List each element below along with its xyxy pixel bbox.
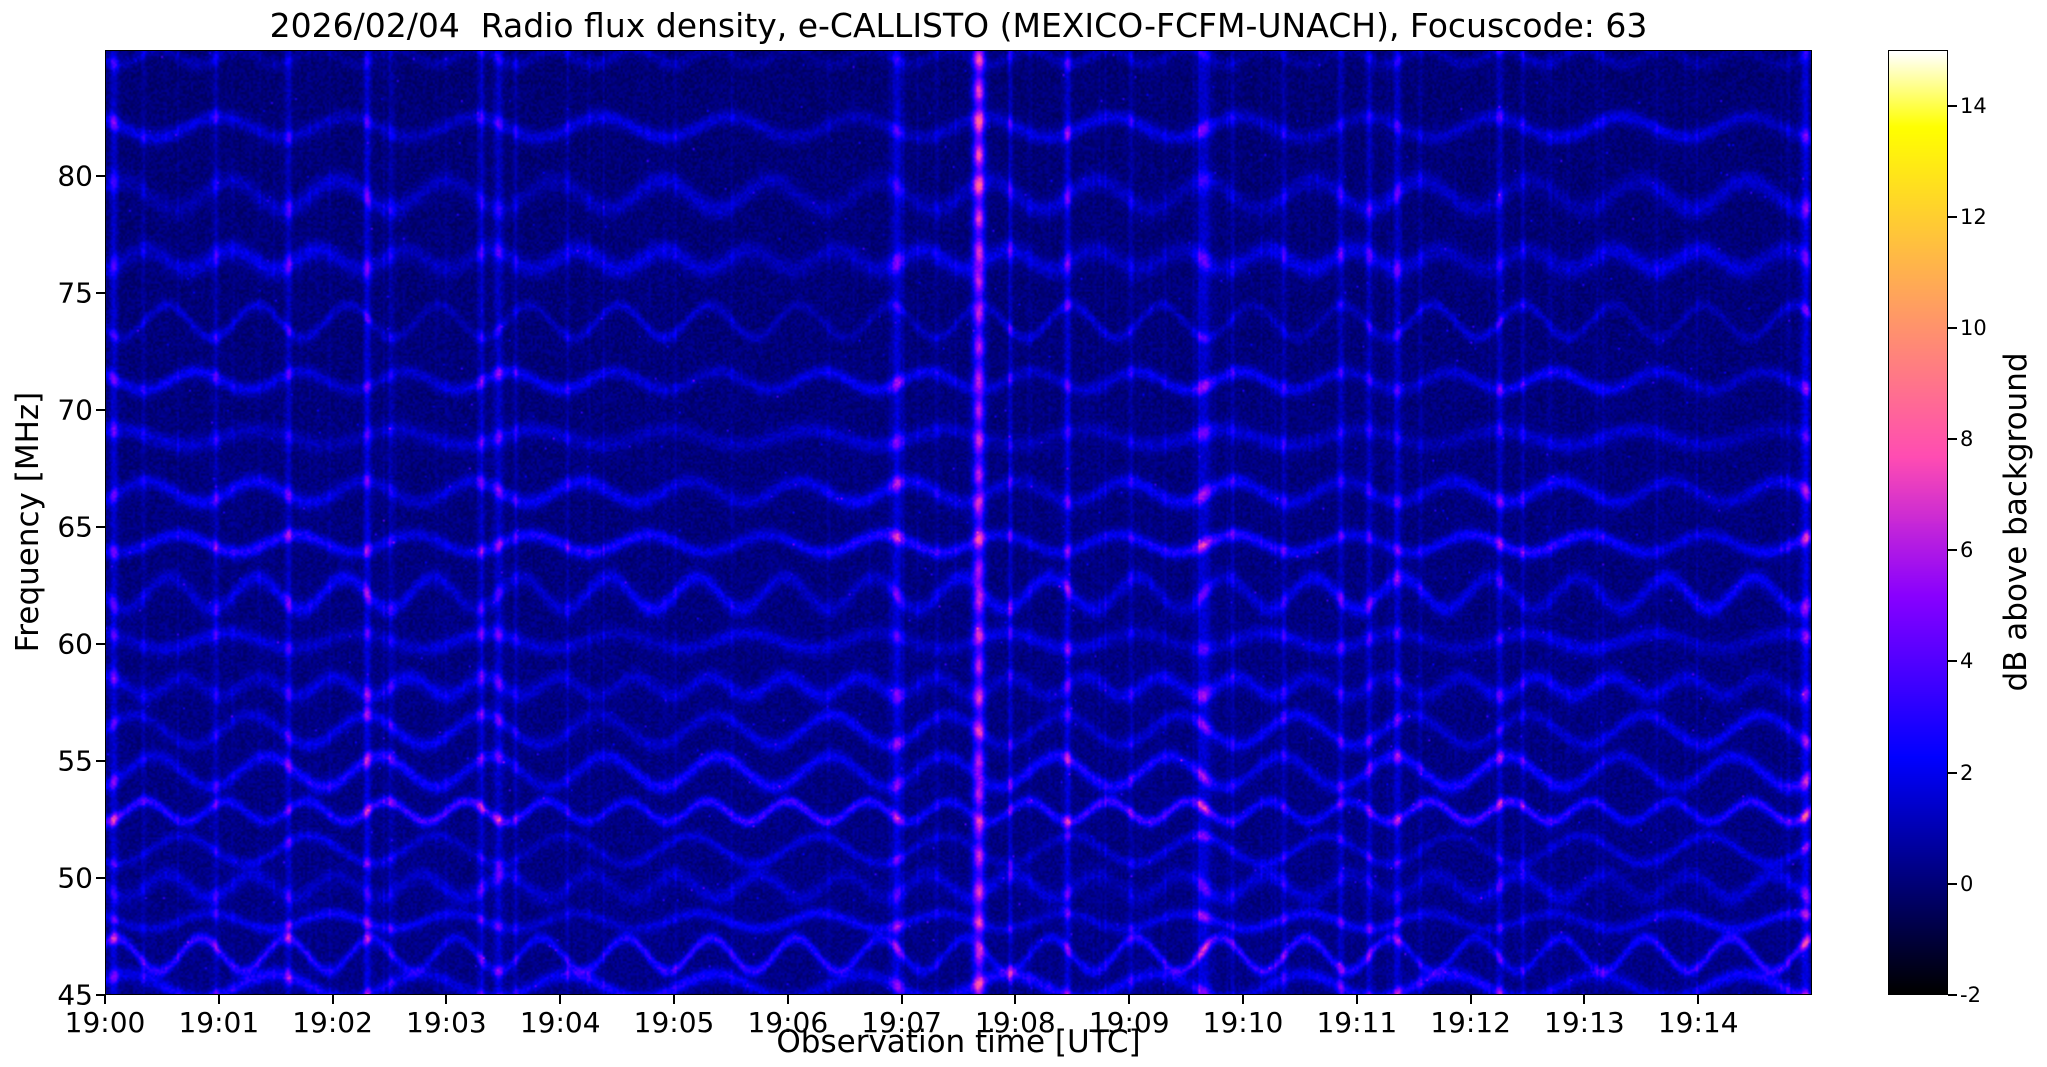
x-axis-label: Observation time [UTC] [776, 1024, 1141, 1060]
x-tick-mark [1469, 995, 1472, 1004]
y-tick-label: 70 [57, 393, 93, 427]
y-tick-mark [96, 643, 105, 646]
x-tick-label: 19:02 [292, 1006, 373, 1039]
colorbar-tick-mark [1948, 104, 1957, 107]
x-tick-label: 19:00 [64, 1006, 146, 1039]
x-tick-label: 19:06 [747, 1006, 829, 1039]
x-tick-label: 19:14 [1657, 1006, 1739, 1039]
y-tick-mark [96, 877, 105, 880]
colorbar-tick-mark [1948, 438, 1957, 441]
x-tick-label: 19:08 [975, 1006, 1056, 1039]
x-tick-label: 19:04 [519, 1006, 601, 1039]
x-tick-mark [1355, 995, 1358, 1004]
x-tick-label: 19:11 [1316, 1006, 1398, 1039]
y-tick-mark [96, 526, 105, 529]
y-tick-label: 75 [57, 276, 93, 310]
colorbar-tick-mark [1948, 882, 1957, 885]
x-tick-mark [673, 995, 675, 1004]
colorbar-canvas [1888, 50, 1948, 995]
chart-title: 2026/02/04 Radio flux density, e-CALLIST… [269, 6, 1648, 45]
x-tick-mark [1583, 995, 1586, 1004]
x-tick-label: 19:13 [1544, 1006, 1625, 1039]
x-tick-label: 19:07 [861, 1006, 942, 1039]
x-tick-mark [900, 995, 903, 1004]
colorbar-tick-label: 4 [1960, 649, 1974, 674]
colorbar-tick-label: 10 [1960, 315, 1987, 340]
y-tick-label: 60 [57, 627, 93, 661]
x-tick-label: 19:01 [178, 1006, 260, 1039]
x-tick-mark [559, 995, 562, 1004]
y-tick-mark [96, 409, 105, 412]
y-tick-label: 80 [57, 159, 93, 193]
colorbar-tick-mark [1948, 215, 1957, 218]
x-tick-mark [786, 995, 789, 1004]
y-tick-label: 50 [57, 861, 93, 895]
spectrogram-canvas [105, 50, 1812, 995]
colorbar-tick-label: 8 [1960, 427, 1974, 452]
colorbar-tick-label: 12 [1960, 204, 1987, 229]
x-tick-mark [1014, 995, 1017, 1004]
colorbar-tick-mark [1948, 549, 1957, 552]
colorbar-tick-mark [1948, 326, 1957, 329]
x-tick-mark [331, 995, 334, 1004]
colorbar-tick-mark [1948, 771, 1957, 774]
colorbar-tick-label: 6 [1960, 538, 1974, 563]
y-tick-mark [96, 292, 105, 295]
colorbar-tick-label: 2 [1960, 760, 1974, 785]
colorbar-tick-label: 0 [1960, 871, 1974, 896]
x-tick-label: 19:09 [1088, 1006, 1170, 1039]
y-tick-mark [96, 994, 105, 996]
colorbar-label: dB above background [1998, 352, 2034, 692]
y-tick-mark [96, 175, 105, 178]
x-tick-mark [1128, 995, 1131, 1004]
y-tick-label: 65 [57, 510, 93, 544]
x-tick-mark [104, 995, 106, 1004]
y-tick-mark [96, 760, 105, 763]
colorbar-tick-label: -2 [1960, 983, 1981, 1007]
colorbar-tick-mark [1948, 660, 1957, 663]
y-tick-label: 45 [57, 978, 93, 1012]
colorbar-tick-label: 14 [1960, 93, 1987, 118]
colorbar-tick-mark [1948, 994, 1957, 996]
x-tick-label: 19:10 [1202, 1006, 1284, 1039]
x-tick-label: 19:12 [1430, 1006, 1511, 1039]
x-tick-mark [1242, 995, 1244, 1004]
y-tick-label: 55 [57, 744, 93, 778]
x-tick-mark [217, 995, 220, 1004]
x-tick-label: 19:05 [633, 1006, 715, 1039]
x-tick-label: 19:03 [406, 1006, 487, 1039]
x-tick-mark [1697, 995, 1700, 1004]
x-tick-mark [445, 995, 448, 1004]
